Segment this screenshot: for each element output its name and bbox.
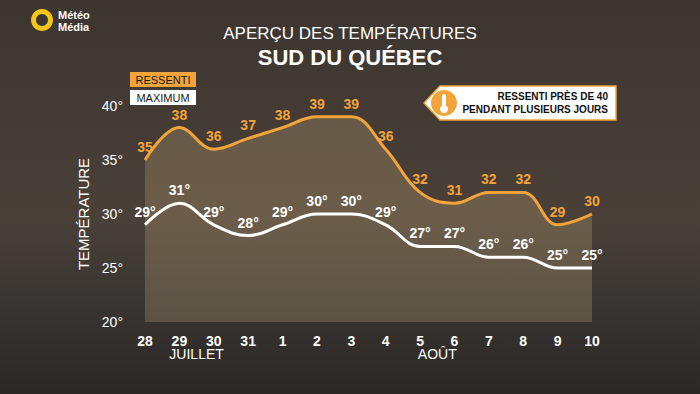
svg-text:TEMPÉRATURE: TEMPÉRATURE (75, 158, 92, 270)
svg-text:39: 39 (344, 96, 360, 112)
svg-text:31: 31 (447, 182, 463, 198)
svg-text:26°: 26° (513, 236, 534, 252)
svg-text:35°: 35° (102, 152, 123, 168)
svg-text:PENDANT PLUSIEURS JOURS: PENDANT PLUSIEURS JOURS (462, 104, 608, 115)
svg-text:36: 36 (378, 128, 394, 144)
svg-text:28°: 28° (238, 215, 259, 231)
svg-text:MAXIMUM: MAXIMUM (136, 92, 189, 104)
svg-text:25°: 25° (102, 260, 123, 276)
svg-text:27°: 27° (444, 225, 465, 241)
svg-text:32: 32 (412, 171, 428, 187)
svg-text:30°: 30° (306, 193, 327, 209)
svg-text:2: 2 (313, 333, 321, 349)
svg-text:Météo: Météo (58, 9, 90, 21)
svg-text:25°: 25° (547, 247, 568, 263)
svg-text:AOÛT: AOÛT (417, 346, 457, 362)
svg-text:31°: 31° (169, 182, 190, 198)
svg-text:APERÇU DES TEMPÉRATURES: APERÇU DES TEMPÉRATURES (223, 24, 476, 43)
svg-text:9: 9 (554, 333, 562, 349)
svg-text:RESSENTI PRÈS DE 40: RESSENTI PRÈS DE 40 (497, 90, 608, 102)
svg-text:28: 28 (137, 333, 153, 349)
svg-text:Média: Média (58, 21, 90, 33)
svg-text:JUILLET: JUILLET (169, 346, 224, 362)
svg-text:1: 1 (279, 333, 287, 349)
svg-text:26°: 26° (478, 236, 499, 252)
svg-text:RESSENTI: RESSENTI (135, 74, 190, 86)
svg-text:38: 38 (275, 107, 291, 123)
svg-text:39: 39 (309, 96, 325, 112)
svg-text:30°: 30° (102, 206, 123, 222)
svg-text:38: 38 (172, 107, 188, 123)
svg-text:32: 32 (481, 171, 497, 187)
svg-text:3: 3 (347, 333, 355, 349)
svg-text:29°: 29° (134, 204, 155, 220)
svg-text:40°: 40° (102, 98, 123, 114)
svg-text:4: 4 (382, 333, 390, 349)
svg-text:25°: 25° (581, 247, 602, 263)
svg-text:31: 31 (240, 333, 256, 349)
svg-text:10: 10 (584, 333, 600, 349)
svg-text:27°: 27° (409, 225, 430, 241)
svg-text:30: 30 (206, 333, 222, 349)
svg-text:29°: 29° (203, 204, 224, 220)
svg-text:SUD DU QUÉBEC: SUD DU QUÉBEC (258, 45, 443, 70)
svg-text:29: 29 (550, 204, 566, 220)
svg-text:37: 37 (240, 117, 256, 133)
svg-text:29: 29 (172, 333, 188, 349)
svg-text:29°: 29° (272, 204, 293, 220)
svg-text:32: 32 (515, 171, 531, 187)
svg-text:5: 5 (416, 333, 424, 349)
svg-text:29°: 29° (375, 204, 396, 220)
svg-text:7: 7 (485, 333, 493, 349)
svg-text:6: 6 (451, 333, 459, 349)
svg-text:35: 35 (137, 139, 153, 155)
svg-text:8: 8 (519, 333, 527, 349)
svg-text:30°: 30° (341, 193, 362, 209)
svg-text:36: 36 (206, 128, 222, 144)
svg-text:20°: 20° (102, 314, 123, 330)
svg-text:30: 30 (584, 193, 600, 209)
